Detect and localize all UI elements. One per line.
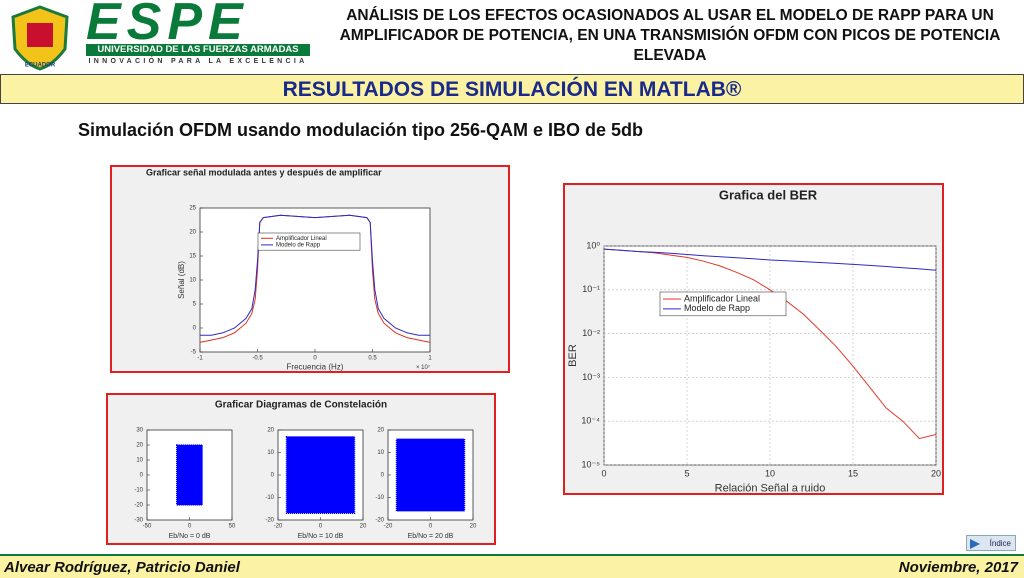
x-tick-label: 10 [765, 468, 775, 478]
banner-text: RESULTADOS DE SIMULACIÓN EN MATLAB® [282, 78, 742, 101]
y-axis-label: Señal (dB) [177, 261, 186, 299]
x-tick-label: -1 [197, 356, 203, 362]
x-tick-label: 0 [313, 356, 317, 362]
y-tick-label: 5 [193, 302, 197, 308]
chart-title: Graficar señal modulada antes y después … [146, 167, 382, 177]
y-tick-label: -20 [134, 503, 143, 509]
y-tick-label: 15 [189, 254, 196, 260]
y-tick-label: 10⁻⁵ [582, 459, 601, 469]
x-tick-label: 20 [360, 524, 367, 530]
chart-title: Grafica del BER [719, 187, 818, 202]
y-tick-label: 10 [377, 450, 384, 456]
footer-author: Alvear Rodríguez, Patricio Daniel [4, 559, 240, 576]
x-tick-label: 0 [319, 524, 323, 530]
chart-title: Graficar Diagramas de Constelación [215, 400, 387, 411]
x-axis-label: Eb/No = 0 dB [169, 533, 211, 540]
header-title: ANÁLISIS DE LOS EFECTOS OCASIONADOS AL U… [339, 7, 1001, 64]
legend-label: Modelo de Rapp [276, 242, 321, 248]
banner: RESULTADOS DE SIMULACIÓN EN MATLAB® [0, 74, 1024, 104]
y-tick-label: 20 [267, 428, 274, 434]
ber-figure: Grafica del BER 0 5 10 15 20 10⁻⁵ 10⁻⁴ 10⁻³ 10⁻² 1… [563, 183, 944, 495]
shield-center [27, 23, 53, 47]
series-line [603, 248, 937, 440]
x-tick-label: -50 [143, 524, 152, 530]
x-tick-label: 20 [931, 468, 941, 478]
y-tick-label: 10⁰ [586, 240, 600, 250]
x-axis-label: Relación Señal a ruido [715, 482, 826, 494]
x-tick-label: 0 [188, 524, 192, 530]
y-tick-label: 10 [136, 458, 143, 464]
legend-box [257, 232, 361, 251]
x-tick-label: 15 [848, 468, 858, 478]
x-tick-label: 0 [429, 524, 433, 530]
y-tick-label: -20 [265, 518, 274, 524]
y-tick-label: 0 [381, 473, 385, 479]
x-multiplier: × 10⁷ [416, 364, 430, 371]
footer-date: Noviembre, 2017 [898, 559, 1018, 576]
y-tick-label: 25 [189, 206, 196, 212]
y-tick-label: 20 [136, 443, 143, 449]
y-tick-label: -10 [134, 488, 143, 494]
y-tick-label: 0 [193, 326, 197, 332]
x-axis-label: Eb/No = 10 dB [298, 533, 344, 540]
y-tick-label: 10⁻³ [582, 372, 600, 382]
logo-subtitle: UNIVERSIDAD DE LAS FUERZAS ARMADAS [86, 44, 310, 56]
y-tick-label: 10⁻² [582, 328, 600, 338]
y-tick-label: 20 [377, 428, 384, 434]
legend-box [659, 291, 787, 317]
y-tick-label: -10 [375, 495, 384, 501]
legend-label: Amplificador Lineal [276, 236, 327, 242]
slide-subtitle: Simulación OFDM usando modulación tipo 2… [78, 120, 644, 140]
shield-label: ECUADOR [25, 63, 56, 69]
x-tick-label: 50 [229, 524, 236, 530]
logo-motto: INNOVACIÓN PARA LA EXCELENCIA [88, 58, 308, 65]
constellation-figure: Graficar Diagramas de Constelación -50 0 50… [106, 393, 496, 545]
symbol-cloud [285, 436, 356, 514]
legend-label: Modelo de Rapp [684, 303, 750, 313]
x-axis-label: Eb/No = 20 dB [408, 533, 454, 540]
y-tick-label: 30 [136, 428, 143, 434]
y-tick-label: -20 [375, 518, 384, 524]
spectrum-figure: Graficar señal modulada antes y después … [110, 165, 510, 373]
plot-area [199, 207, 431, 353]
series-line [603, 248, 937, 271]
y-tick-label: 10⁻⁴ [581, 416, 600, 426]
footer: Alvear Rodríguez, Patricio Daniel Noviem… [0, 554, 1024, 578]
x-tick-label: 5 [684, 468, 689, 478]
x-tick-label: -20 [274, 524, 283, 530]
symbol-cloud [176, 444, 203, 506]
y-tick-label: 0 [140, 473, 144, 479]
y-tick-label: -5 [191, 350, 197, 356]
y-axis-label: BER [567, 344, 579, 367]
x-tick-label: -20 [384, 524, 393, 530]
header: ECUADOR ESPE UNIVERSIDAD DE LAS FUERZAS … [0, 0, 1024, 74]
y-tick-label: 10 [189, 278, 196, 284]
y-tick-label: 10 [267, 450, 274, 456]
legend-label: Amplificador Lineal [684, 293, 760, 303]
shield: ECUADOR [11, 5, 69, 71]
y-tick-label: -10 [265, 495, 274, 501]
x-tick-label: 0.5 [368, 356, 377, 362]
logo-text: ESPE [86, 0, 249, 51]
y-tick-label: 0 [271, 473, 275, 479]
index-button-label: Índice [989, 539, 1011, 548]
index-button[interactable]: Índice [966, 535, 1016, 551]
y-tick-label: 10⁻¹ [582, 284, 600, 294]
y-tick-label: -30 [134, 518, 143, 524]
x-tick-label: -0.5 [252, 356, 263, 362]
series-line [200, 214, 430, 336]
x-tick-label: 0 [601, 468, 606, 478]
x-tick-label: 1 [428, 356, 432, 362]
symbol-cloud [395, 438, 466, 512]
index-arrow [970, 539, 980, 549]
y-tick-label: 20 [189, 230, 196, 236]
x-tick-label: 20 [470, 524, 477, 530]
x-axis-label: Frecuencia (Hz) [287, 363, 344, 372]
